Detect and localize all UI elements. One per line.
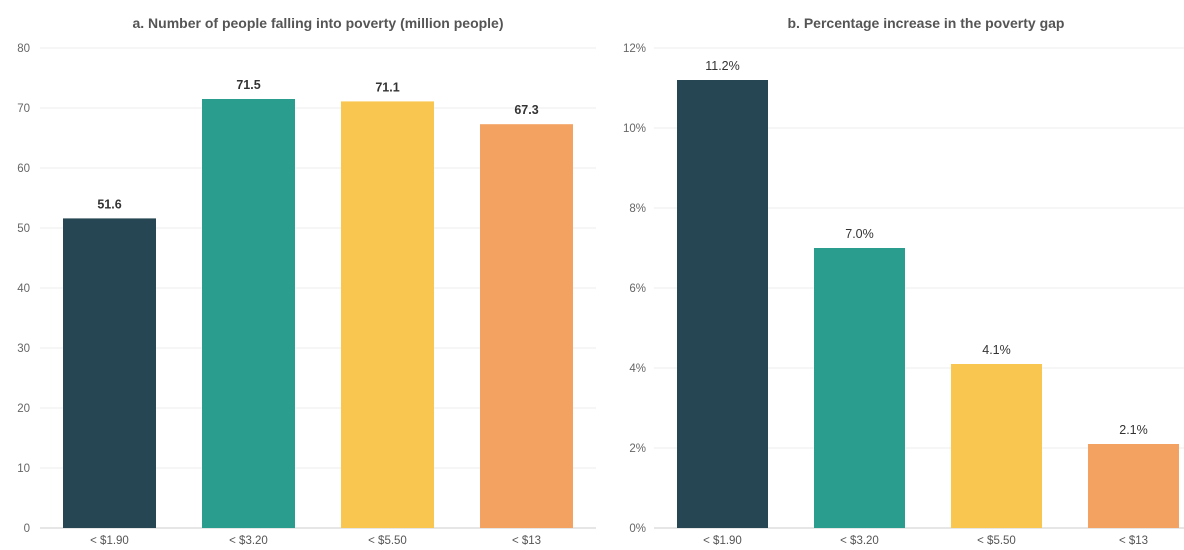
x-tick-label: < $1.90 [703,535,742,547]
y-tick-label: 12% [623,43,646,55]
y-tick-label: 80 [17,43,30,55]
y-tick-label: 50 [17,223,30,235]
x-tick-label: < $1.90 [90,535,129,547]
bar [1088,444,1179,528]
y-tick-label: 4% [629,363,646,375]
bar [814,248,905,528]
x-tick-label: < $5.50 [368,535,407,547]
y-tick-label: 60 [17,163,30,175]
bar [63,218,156,528]
y-tick-label: 2% [629,443,646,455]
x-tick-label: < $13 [512,535,541,547]
data-label: 11.2% [705,59,740,73]
data-label: 4.1% [982,343,1011,357]
data-label: 51.6 [97,197,121,211]
x-tick-label: < $3.20 [840,535,879,547]
data-label: 67.3 [514,103,538,117]
chart-poverty-gap-increase: b. Percentage increase in the poverty ga… [623,15,1184,547]
bar [480,124,573,528]
y-tick-label: 70 [17,103,30,115]
x-tick-label: < $13 [1119,535,1148,547]
chart-people-falling-into-poverty: a. Number of people falling into poverty… [17,15,596,547]
y-tick-label: 20 [17,403,30,415]
y-tick-label: 8% [629,203,646,215]
data-label: 2.1% [1119,423,1148,437]
bar [951,364,1042,528]
y-tick-label: 30 [17,343,30,355]
bar [677,80,768,528]
chart-title: a. Number of people falling into poverty… [132,15,503,31]
y-tick-label: 40 [17,283,30,295]
y-tick-label: 0 [24,523,30,535]
y-tick-label: 10% [623,123,646,135]
data-label: 71.1 [375,80,399,94]
data-label: 7.0% [845,227,874,241]
y-tick-label: 10 [17,463,30,475]
y-tick-label: 0% [629,523,646,535]
bar [202,99,295,528]
data-label: 71.5 [236,78,260,92]
x-tick-label: < $3.20 [229,535,268,547]
bar [341,101,434,529]
y-tick-label: 6% [629,283,646,295]
x-tick-label: < $5.50 [977,535,1016,547]
chart-title: b. Percentage increase in the poverty ga… [788,15,1065,31]
